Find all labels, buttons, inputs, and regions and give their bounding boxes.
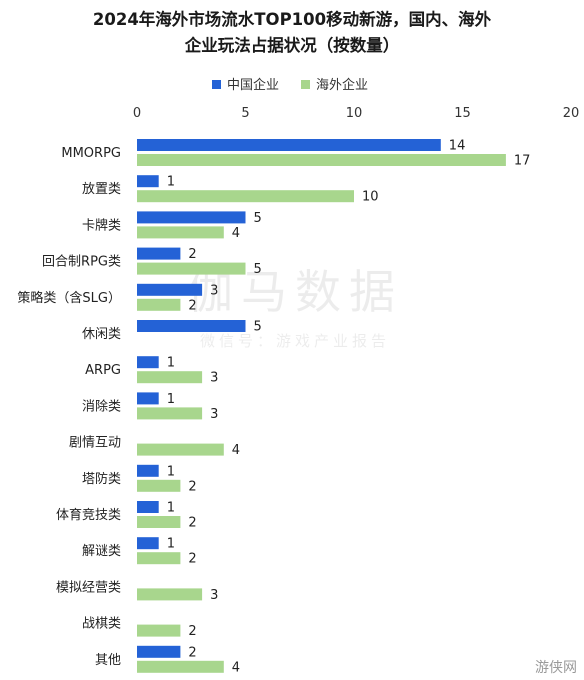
watermark-subtitle: 微信号：游戏产业报告 (200, 332, 390, 350)
value-label: 10 (362, 190, 379, 205)
x-tick-label: 5 (241, 106, 249, 121)
value-label: 2 (188, 624, 196, 639)
value-label: 2 (188, 247, 196, 262)
value-label: 4 (232, 226, 240, 241)
bar-overseas (137, 154, 506, 166)
bar-overseas (137, 190, 354, 203)
value-label: 5 (254, 320, 262, 335)
category-label: 其他 (95, 653, 121, 668)
bar-china (137, 537, 159, 550)
bar-overseas (137, 624, 181, 637)
category-label: 模拟经营类 (56, 580, 121, 595)
bar-china (137, 464, 159, 477)
bar-china (137, 175, 159, 188)
category-label: MMORPG (61, 146, 121, 161)
value-label: 5 (254, 262, 262, 277)
category-label: ARPG (85, 363, 121, 378)
value-label: 3 (210, 407, 218, 422)
legend-swatch-overseas (301, 80, 310, 89)
category-label: 休闲类 (82, 327, 121, 342)
value-label: 2 (188, 479, 196, 494)
bar-overseas (137, 588, 203, 601)
value-label: 4 (232, 660, 240, 675)
bar-china (137, 211, 246, 224)
bar-overseas (137, 552, 181, 565)
x-tick-label: 10 (346, 106, 363, 121)
value-label: 1 (167, 537, 175, 552)
legend-swatch-china (212, 80, 221, 89)
bar-overseas (137, 226, 224, 239)
bar-china (137, 501, 159, 513)
category-label: 放置类 (82, 182, 121, 197)
value-label: 5 (254, 211, 262, 226)
bar-overseas (137, 371, 203, 384)
value-label: 17 (514, 154, 531, 169)
bar-overseas (137, 660, 224, 673)
value-label: 2 (188, 645, 196, 660)
category-label: 塔防类 (82, 471, 121, 487)
watermark: 伽马数据 微信号：游戏产业报告 (187, 265, 395, 350)
category-label: 回合制RPG类 (42, 255, 121, 270)
value-label: 3 (210, 588, 218, 603)
x-axis-ticks: 0 5 10 15 20 (133, 106, 579, 121)
bar-overseas (137, 262, 246, 275)
x-tick-label: 20 (563, 106, 580, 121)
bar-overseas (137, 298, 181, 311)
category-label: 剧情互动 (69, 436, 121, 451)
value-label: 1 (167, 356, 175, 371)
bar-overseas (137, 479, 181, 492)
x-tick-label: 0 (133, 106, 141, 121)
bar-overseas (137, 407, 203, 420)
legend: 中国企业 海外企业 (212, 77, 368, 93)
value-label: 4 (232, 443, 240, 458)
x-tick-label: 15 (454, 106, 471, 121)
corner-logo: 游侠网 (535, 660, 577, 676)
value-label: 1 (167, 392, 175, 407)
bar-overseas (137, 516, 181, 528)
category-label: 卡牌类 (82, 217, 121, 233)
value-label: 1 (167, 464, 175, 479)
bar-overseas (137, 443, 224, 456)
value-label: 1 (167, 501, 175, 516)
value-label: 3 (210, 283, 218, 298)
bar-china (137, 247, 181, 260)
category-label: 策略类（含SLG） (17, 290, 121, 306)
bars (137, 139, 506, 673)
value-label: 2 (188, 552, 196, 567)
value-label: 3 (210, 371, 218, 386)
bar-china (137, 283, 203, 296)
bar-china (137, 139, 441, 151)
bar-china (137, 320, 246, 332)
chart-title-line-1: 2024年海外市场流水TOP100移动新游，国内、海外 (93, 9, 492, 29)
category-label: 消除类 (82, 399, 121, 414)
bar-china (137, 392, 159, 405)
category-label: 战棋类 (82, 617, 121, 632)
category-label: 解谜类 (82, 544, 121, 559)
chart-title-line-2: 企业玩法占据状况（按数量） (184, 35, 400, 55)
legend-label-china: 中国企业 (227, 77, 279, 93)
category-label: 体育竞技类 (56, 507, 121, 523)
bar-china (137, 645, 181, 658)
value-label: 2 (188, 298, 196, 313)
value-label: 14 (449, 139, 466, 154)
bar-china (137, 356, 159, 369)
value-label: 1 (167, 175, 175, 190)
legend-label-overseas: 海外企业 (316, 77, 368, 93)
value-label: 2 (188, 516, 196, 531)
